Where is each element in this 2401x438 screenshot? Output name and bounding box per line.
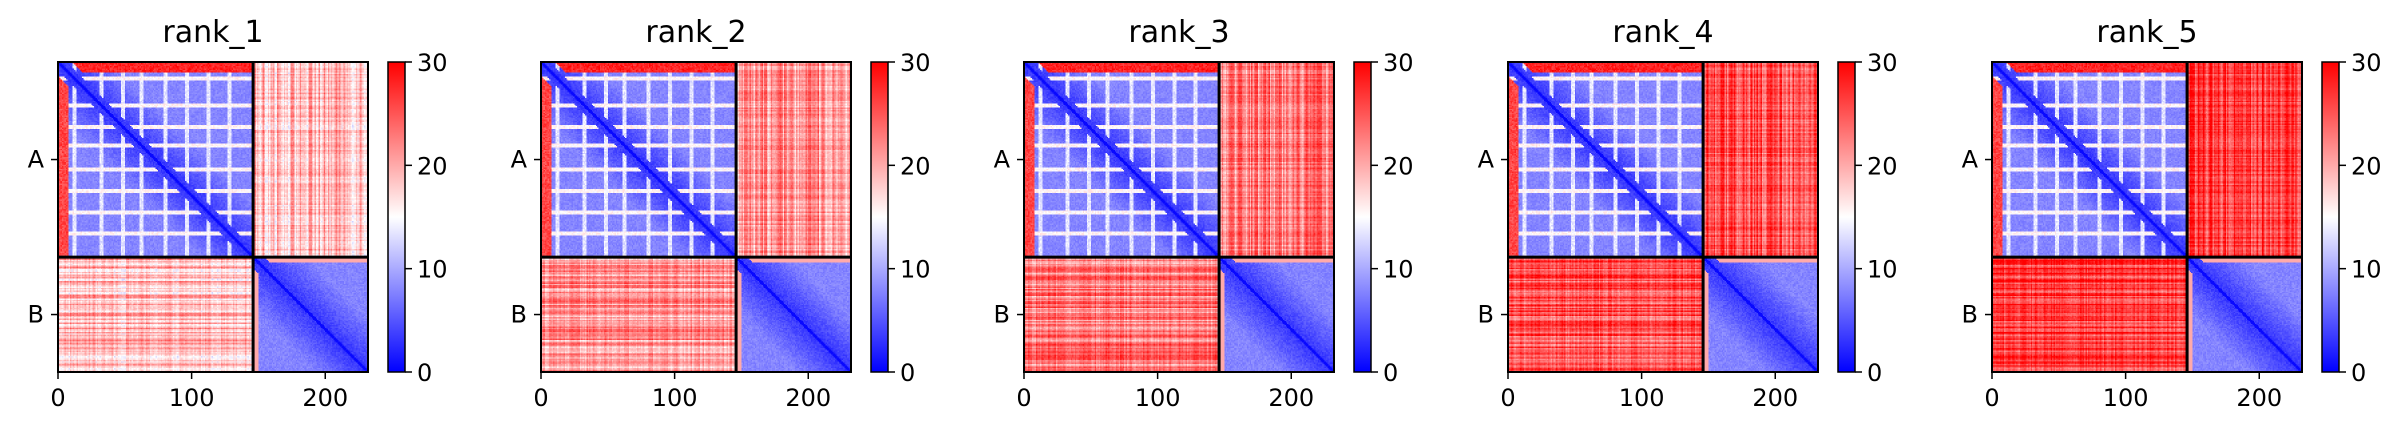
panel-rank_3: rank_3 0 100 200 A B 0 10 20 30 (994, 15, 1414, 412)
panel-rank_1: rank_1 0 100 200 A B 0 10 20 30 (28, 15, 448, 412)
colorbar-tick-label: 30 (417, 49, 448, 77)
panel-title: rank_2 (645, 15, 746, 50)
heatmap-image (1992, 62, 2302, 372)
colorbar (2321, 61, 2340, 373)
heatmap-frame (1991, 61, 2303, 373)
x-tick-label: 100 (652, 384, 698, 412)
colorbar-tick-label: 30 (1383, 49, 1414, 77)
colorbar-tick-label: 20 (900, 152, 931, 180)
heatmap-image (541, 62, 851, 372)
y-tick-label: A (994, 146, 1011, 174)
heatmap-image (1508, 62, 1818, 372)
heatmap-frame (1507, 61, 1819, 373)
y-tick-label: A (28, 146, 45, 174)
colorbar (387, 61, 406, 373)
x-tick-label: 0 (50, 384, 65, 412)
x-tick-label: 200 (1752, 384, 1798, 412)
colorbar-tick-label: 0 (900, 359, 915, 387)
colorbar (1837, 61, 1856, 373)
panel-title: rank_4 (1612, 15, 1713, 50)
colorbar-tick-label: 30 (1867, 49, 1898, 77)
colorbar-tick-label: 20 (417, 152, 448, 180)
y-tick-label: A (1478, 146, 1495, 174)
colorbar-tick-label: 10 (900, 256, 931, 284)
panel-title: rank_3 (1128, 15, 1229, 50)
colorbar-tick-label: 10 (1383, 256, 1414, 284)
y-tick-label: B (994, 301, 1010, 329)
colorbar-tick-label: 10 (2351, 256, 2382, 284)
colorbar-tick-label: 10 (417, 256, 448, 284)
colorbar-tick-label: 0 (417, 359, 432, 387)
x-tick-label: 200 (1268, 384, 1314, 412)
colorbar-tick-label: 0 (2351, 359, 2366, 387)
colorbar-tick-label: 10 (1867, 256, 1898, 284)
heatmap-image (1024, 62, 1334, 372)
colorbar-tick-label: 20 (2351, 152, 2382, 180)
x-tick-label: 0 (533, 384, 548, 412)
colorbar-tick-label: 30 (2351, 49, 2382, 77)
colorbar-tick-label: 30 (900, 49, 931, 77)
colorbar (870, 61, 889, 373)
y-tick-label: B (511, 301, 527, 329)
colorbar-tick-label: 20 (1383, 152, 1414, 180)
x-tick-label: 100 (169, 384, 215, 412)
heatmap-image (58, 62, 368, 372)
y-tick-label: B (1962, 301, 1978, 329)
y-tick-label: A (1962, 146, 1979, 174)
colorbar-tick-label: 0 (1867, 359, 1882, 387)
x-tick-label: 0 (1984, 384, 1999, 412)
panel-rank_4: rank_4 0 100 200 A B 0 10 20 30 (1478, 15, 1898, 412)
heatmap-frame (57, 61, 369, 373)
x-tick-label: 200 (785, 384, 831, 412)
x-tick-label: 200 (2236, 384, 2282, 412)
x-tick-label: 200 (302, 384, 348, 412)
panel-rank_5: rank_5 0 100 200 A B 0 10 20 30 (1962, 15, 2382, 412)
heatmap-frame (540, 61, 852, 373)
x-tick-label: 0 (1500, 384, 1515, 412)
x-tick-label: 0 (1016, 384, 1031, 412)
panel-title: rank_1 (162, 15, 263, 50)
panel-title: rank_5 (2096, 15, 2197, 50)
y-tick-label: A (511, 146, 528, 174)
panel-rank_2: rank_2 0 100 200 A B 0 10 20 30 (511, 15, 931, 412)
y-tick-label: B (1478, 301, 1494, 329)
x-tick-label: 100 (1135, 384, 1181, 412)
colorbar-tick-label: 0 (1383, 359, 1398, 387)
x-tick-label: 100 (2103, 384, 2149, 412)
x-tick-label: 100 (1619, 384, 1665, 412)
colorbar (1353, 61, 1372, 373)
colorbar-tick-label: 20 (1867, 152, 1898, 180)
y-tick-label: B (28, 301, 44, 329)
heatmap-frame (1023, 61, 1335, 373)
